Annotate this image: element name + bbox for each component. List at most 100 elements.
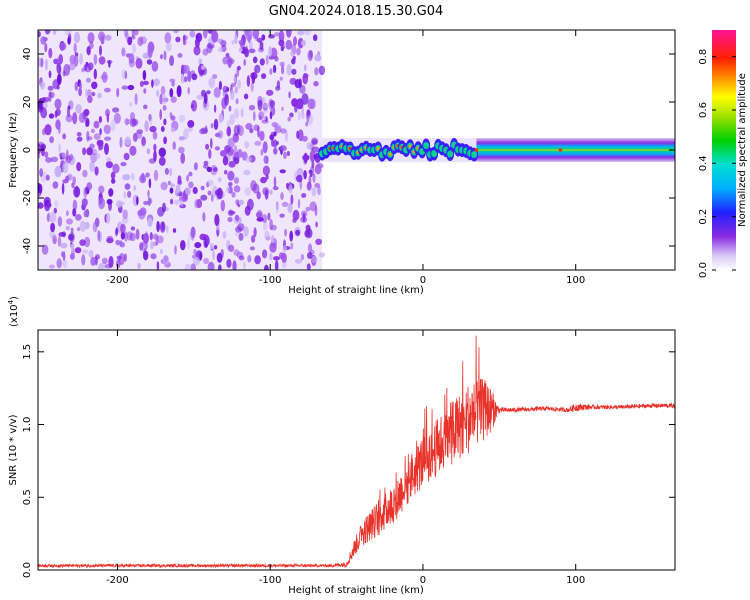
noise-speck bbox=[74, 81, 79, 92]
noise-speck bbox=[64, 30, 72, 36]
snr-ylabel: SNR (10 * v/v) bbox=[8, 414, 19, 485]
noise-speck bbox=[75, 104, 82, 114]
noise-speck bbox=[116, 87, 120, 98]
noise-speck bbox=[116, 255, 122, 260]
noise-speck bbox=[261, 214, 268, 223]
noise-speck bbox=[156, 89, 160, 97]
colorbar-ticks: 0.0 0.2 0.4 0.6 0.8 bbox=[698, 49, 736, 278]
noise-speck bbox=[104, 34, 112, 41]
noise-speck bbox=[93, 54, 98, 66]
noise-speck bbox=[71, 247, 75, 257]
noise-speck bbox=[311, 160, 315, 169]
noise-speck bbox=[211, 193, 214, 203]
noise-speck bbox=[251, 235, 256, 243]
noise-speck bbox=[76, 162, 82, 172]
noise-speck bbox=[85, 117, 90, 127]
noise-speck bbox=[278, 39, 285, 47]
noise-speck bbox=[276, 141, 279, 145]
noise-speck bbox=[150, 253, 157, 260]
noise-speck bbox=[64, 155, 72, 164]
noise-speck bbox=[170, 115, 176, 121]
noise-speck bbox=[311, 137, 319, 145]
noise-speck bbox=[273, 131, 277, 137]
noise-speck bbox=[106, 235, 114, 244]
noise-speck bbox=[47, 85, 54, 91]
noise-speck bbox=[206, 166, 212, 173]
noise-speck bbox=[250, 180, 257, 192]
noise-speck bbox=[216, 252, 223, 263]
noise-speck bbox=[58, 143, 61, 153]
noise-speck bbox=[159, 54, 164, 60]
noise-speck bbox=[48, 70, 52, 79]
noise-speck bbox=[121, 69, 126, 80]
noise-speck bbox=[124, 30, 128, 38]
noise-speck bbox=[106, 113, 110, 123]
noise-speck bbox=[131, 35, 136, 40]
noise-speck bbox=[301, 135, 308, 142]
noise-speck bbox=[204, 125, 208, 135]
noise-speck bbox=[210, 123, 214, 129]
noise-speck bbox=[273, 147, 278, 155]
noise-speck bbox=[99, 128, 102, 136]
noise-speck bbox=[79, 82, 82, 90]
noise-speck bbox=[234, 34, 238, 45]
noise-speck bbox=[248, 41, 253, 50]
noise-speck bbox=[73, 31, 81, 44]
noise-speck bbox=[149, 232, 153, 241]
noise-speck bbox=[262, 102, 269, 115]
noise-speck bbox=[124, 231, 128, 242]
noise-speck bbox=[123, 152, 130, 161]
noise-speck bbox=[69, 232, 75, 243]
noise-speck bbox=[288, 91, 291, 99]
noise-speck bbox=[228, 105, 232, 112]
colorbar-tick-label: 0.4 bbox=[698, 155, 709, 171]
noise-speck bbox=[274, 32, 280, 37]
noise-speck bbox=[260, 176, 267, 184]
noise-speck bbox=[281, 201, 289, 207]
noise-speck bbox=[245, 156, 252, 163]
colorbar-tick-label: 0.6 bbox=[698, 102, 709, 118]
noise-speck bbox=[57, 216, 63, 227]
noise-speck bbox=[203, 160, 209, 166]
noise-speck bbox=[243, 30, 250, 36]
noise-speck bbox=[192, 186, 198, 195]
noise-speck bbox=[207, 179, 214, 187]
noise-speck bbox=[217, 38, 224, 44]
noise-speck bbox=[286, 182, 289, 189]
noise-speck bbox=[243, 261, 246, 270]
x-tick-label: 100 bbox=[566, 275, 585, 286]
noise-speck bbox=[53, 58, 59, 65]
noise-speck bbox=[213, 87, 221, 98]
noise-speck bbox=[291, 68, 297, 75]
noise-speck bbox=[72, 199, 78, 211]
noise-speck bbox=[252, 56, 258, 64]
snr-multiplier: (x104) bbox=[7, 296, 20, 327]
snr-xlabel: Height of straight line (km) bbox=[288, 585, 424, 596]
noise-speck bbox=[213, 245, 218, 250]
noise-speck bbox=[106, 198, 113, 205]
noise-speck bbox=[153, 143, 157, 152]
noise-speck bbox=[169, 167, 172, 177]
y-tick-label: 1.0 bbox=[22, 417, 33, 433]
noise-speck bbox=[222, 85, 229, 93]
noise-speck bbox=[287, 202, 293, 214]
noise-speck bbox=[48, 264, 55, 269]
noise-speck bbox=[181, 194, 189, 202]
noise-speck bbox=[163, 118, 167, 126]
noise-speck bbox=[297, 37, 304, 49]
noise-speck bbox=[149, 125, 157, 133]
noise-speck bbox=[311, 187, 317, 197]
noise-speck bbox=[233, 185, 241, 193]
x-tick-label: 100 bbox=[566, 575, 585, 586]
noise-speck bbox=[133, 30, 139, 36]
snr-ticks: -200 -100 0 100 0.0 0.5 1.0 1.5 bbox=[22, 330, 675, 586]
noise-speck bbox=[226, 147, 234, 156]
noise-speck bbox=[265, 174, 269, 180]
noise-speck bbox=[139, 242, 144, 251]
noise-speck bbox=[71, 182, 75, 189]
noise-speck bbox=[171, 80, 175, 87]
noise-speck bbox=[267, 212, 271, 221]
noise-speck bbox=[313, 34, 318, 42]
x-tick-label: 0 bbox=[420, 575, 426, 586]
